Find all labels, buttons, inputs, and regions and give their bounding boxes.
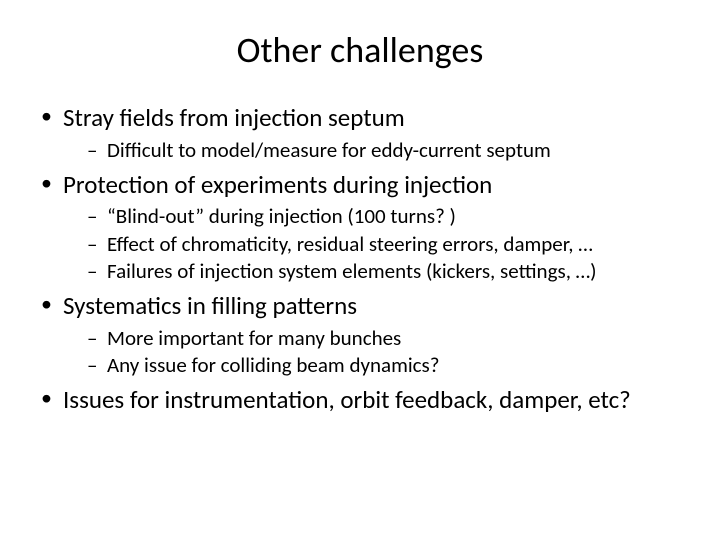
list-item: Failures of injection system elements (k… xyxy=(87,258,690,284)
bullet-text: Systematics in filling patterns xyxy=(63,290,357,321)
bullet-list-level1: Stray fields from injection septum Diffi… xyxy=(30,102,690,417)
list-item: Effect of chromaticity, residual steerin… xyxy=(87,231,690,257)
list-item: Protection of experiments during injecti… xyxy=(38,169,690,284)
list-item: Stray fields from injection septum Diffi… xyxy=(38,102,690,163)
list-item: “Blind-out” during injection (100 turns?… xyxy=(87,203,690,229)
bullet-list-level2: More important for many bunches Any issu… xyxy=(63,325,690,379)
bullet-list-level2: “Blind-out” during injection (100 turns?… xyxy=(63,203,690,284)
list-item: Difficult to model/measure for eddy-curr… xyxy=(87,137,690,163)
bullet-text: Stray fields from injection septum xyxy=(63,102,405,133)
list-item: Issues for instrumentation, orbit feedba… xyxy=(38,384,690,417)
bullet-text: Protection of experiments during injecti… xyxy=(63,169,492,200)
bullet-text: Issues for instrumentation, orbit feedba… xyxy=(63,384,631,415)
list-item: Any issue for colliding beam dynamics? xyxy=(87,352,690,378)
slide-title: Other challenges xyxy=(30,28,690,72)
list-item: More important for many bunches xyxy=(87,325,690,351)
bullet-list-level2: Difficult to model/measure for eddy-curr… xyxy=(63,137,690,163)
list-item: Systematics in filling patterns More imp… xyxy=(38,290,690,378)
